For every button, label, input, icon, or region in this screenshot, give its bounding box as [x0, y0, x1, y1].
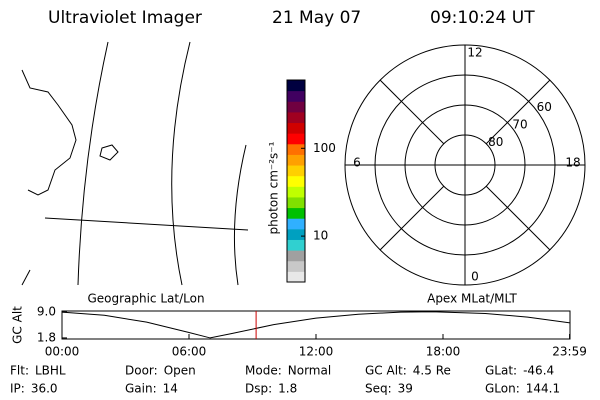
colorbar-segment	[287, 133, 305, 145]
colorbar-frame	[286, 79, 306, 283]
info-value: 14	[163, 382, 178, 396]
colorbar-segment	[287, 207, 305, 219]
info-label: GLat:	[485, 364, 517, 378]
x-tick-label: 18:00	[426, 345, 461, 359]
colorbar-segment	[287, 196, 305, 209]
info-value: 144.1	[526, 382, 560, 396]
date: 21 May 07	[272, 8, 361, 28]
info-label: Mode:	[245, 364, 282, 378]
info-label: Flt:	[10, 364, 29, 378]
info-value: 4.5 Re	[413, 364, 451, 378]
info-value: LBHL	[35, 364, 66, 378]
colorbar-tick-label: 100	[313, 141, 336, 155]
mlt-label: 6	[353, 156, 361, 170]
colorbar-segment	[287, 90, 305, 102]
mlt-label: 18	[565, 156, 580, 170]
x-tick-label: 00:00	[45, 345, 80, 359]
info-label: GC Alt:	[365, 364, 407, 378]
colorbar-segment	[287, 80, 305, 92]
info-label: Dsp:	[245, 382, 272, 396]
x-tick-label: 12:00	[299, 345, 334, 359]
colorbar-segment	[287, 271, 305, 283]
colorbar-segment	[287, 165, 305, 177]
info-label: IP:	[10, 382, 25, 396]
y-tick-label: 1.8	[37, 330, 56, 344]
mlt-spoke	[485, 185, 551, 251]
map	[21, 41, 249, 286]
lat-label: 70	[512, 118, 527, 132]
mlt-label: 12	[467, 46, 482, 60]
time: 09:10:24 UT	[430, 8, 535, 28]
info-value: -46.4	[523, 364, 554, 378]
info-label: Seq:	[365, 382, 392, 396]
colorbar-segment	[287, 228, 305, 240]
colorbar-segment	[287, 111, 305, 124]
instrument-title: Ultraviolet Imager	[48, 8, 202, 28]
info-label: Gain:	[125, 382, 157, 396]
info-value: Normal	[288, 364, 331, 378]
x-tick-label: 23:59	[552, 345, 587, 359]
colorbar-segment	[287, 122, 305, 134]
info-value: 39	[398, 382, 413, 396]
info-value: Open	[164, 364, 196, 378]
info-value: 36.0	[31, 382, 58, 396]
colorbar-segment	[287, 154, 305, 166]
lat-label: 80	[488, 135, 503, 149]
colorbar-tick-label: 10	[313, 229, 328, 243]
info-label: Door:	[125, 364, 158, 378]
y-axis-label: GC Alt	[11, 306, 25, 344]
colorbar-segment	[287, 250, 305, 262]
colorbar-unit: photon cm⁻²s⁻¹	[267, 141, 281, 234]
colorbar-segment	[287, 143, 305, 155]
mlt-spoke	[485, 79, 551, 145]
panel-label: Apex MLat/MLT	[427, 292, 517, 306]
colorbar-segment	[287, 186, 305, 198]
altitude-line	[61, 311, 571, 339]
info-value: 1.8	[278, 382, 297, 396]
mlt-label: 0	[471, 270, 479, 284]
info-label: GLon:	[485, 382, 520, 396]
x-tick-label: 06:00	[172, 345, 207, 359]
colorbar-segment	[287, 218, 305, 230]
colorbar-segment	[287, 101, 305, 113]
lat-label: 60	[537, 100, 552, 114]
colorbar-segment	[287, 239, 305, 251]
mlt-spoke	[379, 185, 445, 251]
colorbar-segment	[287, 260, 305, 272]
y-tick-label: 9.0	[37, 305, 56, 319]
panel-label: Geographic Lat/Lon	[87, 292, 204, 306]
mlt-spoke	[379, 79, 445, 145]
colorbar-segment	[287, 175, 305, 187]
